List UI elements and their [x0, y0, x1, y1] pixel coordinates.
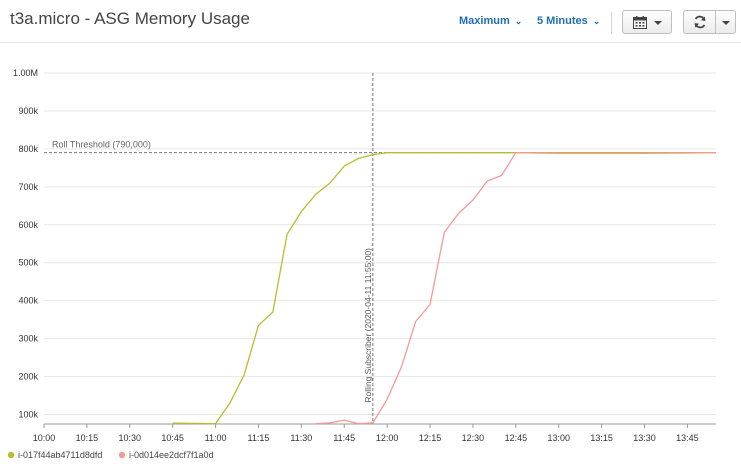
y-tick-label: 200k [18, 372, 38, 382]
chart-title: t3a.micro - ASG Memory Usage [10, 9, 250, 28]
series-line-2 [315, 152, 717, 425]
y-tick-label: 900k [18, 106, 38, 116]
x-tick-label: 12:45 [505, 433, 528, 443]
x-tick-label: 11:45 [333, 433, 355, 443]
x-tick-label: 13:45 [676, 433, 699, 443]
refresh-button[interactable] [683, 10, 716, 34]
statistic-dropdown-label: Maximum [459, 15, 510, 27]
x-tick-label: 12:15 [419, 433, 442, 443]
chart-header: t3a.micro - ASG Memory Usage Maximum ⌄ 5 … [0, 0, 741, 43]
threshold-label: Roll Threshold (790,000) [52, 140, 151, 150]
toolbar-divider [611, 12, 612, 34]
x-tick-label: 10:45 [161, 433, 184, 443]
legend-label: i-017f44ab4711d8dfd [18, 450, 102, 460]
y-tick-label: 600k [18, 220, 38, 230]
y-tick-label: 800k [18, 144, 38, 154]
x-tick-label: 10:30 [119, 433, 142, 443]
legend-label: i-0d014ee2dcf7f1a0d [129, 450, 214, 460]
calendar-icon [633, 16, 647, 29]
period-dropdown[interactable]: 5 Minutes ⌄ [537, 15, 600, 27]
x-tick-label: 11:00 [205, 433, 227, 443]
x-tick-label: 12:30 [462, 433, 485, 443]
refresh-icon [694, 15, 706, 29]
x-tick-label: 10:15 [76, 433, 99, 443]
y-tick-label: 1.00M [13, 68, 38, 78]
x-tick-label: 10:00 [33, 433, 56, 443]
y-tick-label: 300k [18, 334, 38, 344]
y-tick-label: 500k [18, 258, 38, 268]
y-axis: 100k 200k 300k 400k 500k 600k 700k 800k 900k 1.00… [13, 68, 39, 420]
x-tick-label: 12:00 [376, 433, 399, 443]
statistic-dropdown[interactable]: Maximum ⌄ [459, 15, 522, 27]
period-dropdown-label: 5 Minutes [537, 15, 588, 27]
series-line-1 [172, 152, 716, 425]
x-tick-label: 11:30 [290, 433, 312, 443]
refresh-options-button[interactable] [715, 10, 736, 34]
x-axis: 10:00 10:15 10:30 10:45 11:00 11:15 11:30 11:45… [33, 424, 699, 443]
legend-swatch [118, 451, 126, 459]
series-layer [172, 152, 717, 425]
chart-legend: i-017f44ab4711d8dfd i-0d014ee2dcf7f1a0d [7, 450, 214, 460]
chart-grid [44, 72, 716, 416]
legend-swatch [7, 451, 15, 459]
date-range-button[interactable] [622, 10, 672, 34]
x-tick-label: 13:15 [590, 433, 613, 443]
x-tick-label: 11:15 [248, 433, 270, 443]
y-tick-label: 700k [18, 182, 38, 192]
caret-down-icon [722, 21, 730, 25]
y-tick-label: 100k [18, 410, 38, 420]
x-tick-label: 13:30 [633, 433, 656, 443]
event-marker-label: Rolling Subscriber (2020-04-11 11:55:00) [363, 248, 373, 403]
y-tick-label: 400k [18, 296, 38, 306]
x-tick-label: 13:00 [547, 433, 570, 443]
chevron-down-icon: ⌄ [592, 16, 601, 26]
chevron-down-icon: ⌄ [514, 16, 523, 26]
caret-down-icon [654, 21, 662, 25]
